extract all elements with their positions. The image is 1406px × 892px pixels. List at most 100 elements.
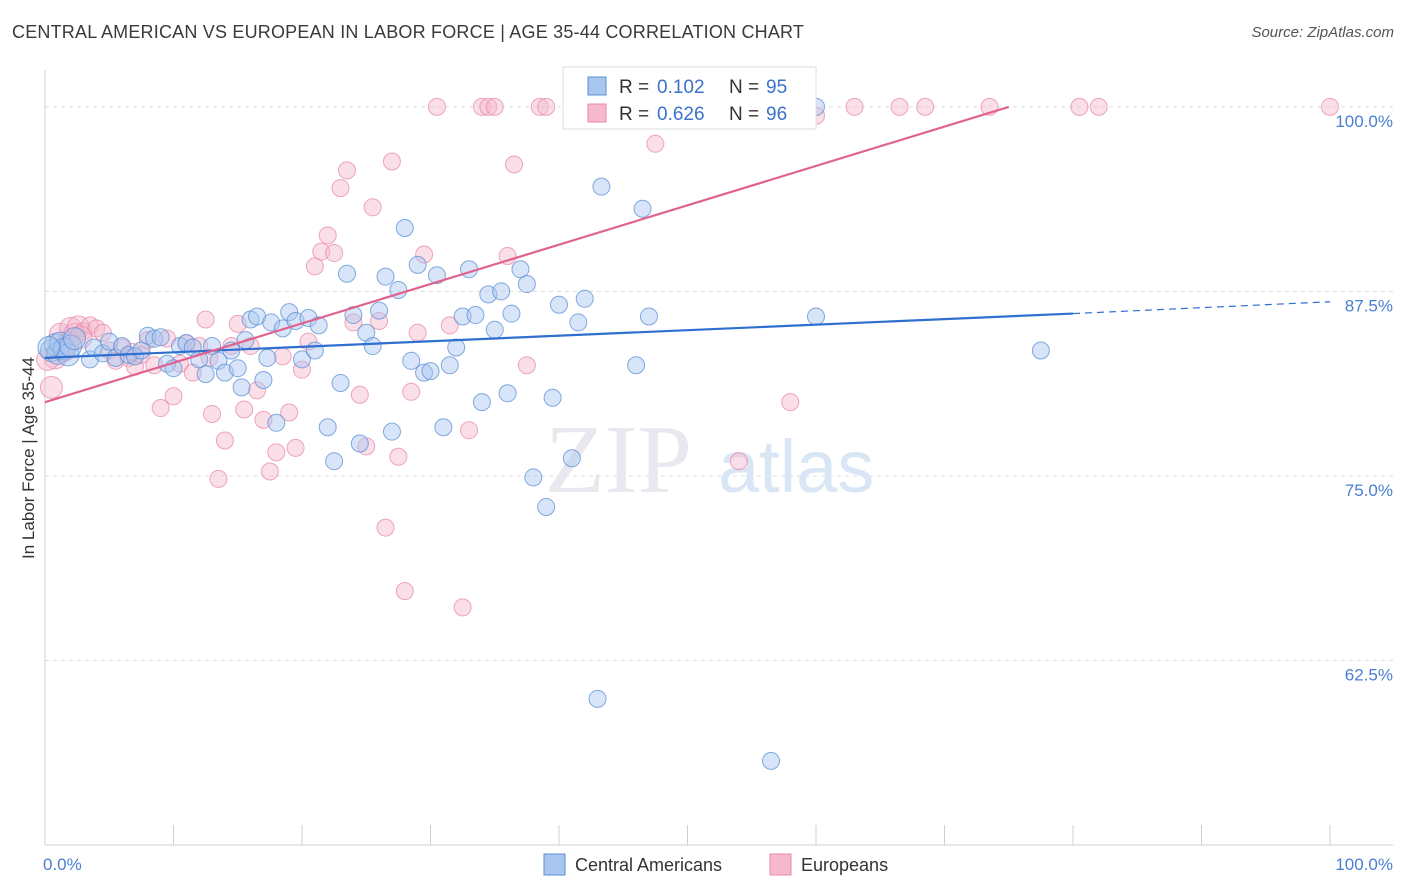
point-europeans-35 [248, 381, 267, 400]
point-europeans-30 [215, 431, 234, 450]
point-europeans-64 [453, 598, 472, 617]
point-europeans-29 [209, 469, 228, 488]
point-europeans-59 [402, 382, 421, 401]
point-central-americans-38 [262, 313, 281, 332]
point-europeans-86 [890, 97, 909, 116]
point-central-americans-73 [485, 320, 504, 339]
point-europeans-89 [1070, 97, 1089, 116]
point-europeans-50 [344, 313, 363, 332]
stats-legend: R = 0.102 N = 95 R = 0.626 N = 96 [562, 66, 817, 130]
bottom-legend-central-americans: Central Americans [575, 855, 722, 875]
point-central-americans-67 [447, 338, 466, 357]
point-central-americans-59 [395, 218, 414, 237]
point-europeans-71 [517, 356, 536, 375]
point-europeans-55 [376, 518, 395, 537]
point-central-americans-83 [562, 449, 581, 468]
point-central-americans-56 [376, 267, 395, 286]
point-central-americans-46 [309, 316, 328, 335]
trend-lines [44, 105, 1331, 404]
point-central-americans-55 [370, 301, 389, 320]
point-central-americans-93 [807, 307, 825, 326]
point-europeans-47 [325, 244, 344, 263]
y-tick-label-1: 75.0% [1345, 481, 1393, 500]
point-europeans-22 [164, 387, 183, 406]
point-europeans-72 [530, 97, 549, 116]
trend-line-europeans [44, 105, 1010, 404]
point-europeans-37 [260, 462, 279, 481]
bottom-legend-swatch-europeans [769, 853, 792, 876]
point-central-americans-80 [537, 497, 556, 516]
legend-swatch-central-americans [587, 76, 607, 96]
point-central-americans-78 [517, 275, 536, 294]
legend-n-value-europeans: 96 [766, 104, 787, 125]
point-central-americans-81 [543, 388, 562, 407]
watermark-zip: ZIP [545, 406, 692, 514]
point-central-americans-49 [331, 373, 350, 392]
point-europeans-56 [382, 152, 401, 171]
point-europeans-39 [273, 347, 292, 366]
point-europeans-34 [241, 337, 260, 356]
point-central-americans-62 [415, 363, 434, 382]
point-central-americans-31 [228, 359, 247, 378]
point-central-americans-75 [498, 384, 517, 403]
point-central-americans-52 [350, 434, 369, 453]
point-central-americans-88 [627, 356, 646, 375]
legend-n-value-central-americans: 95 [766, 77, 787, 98]
point-europeans-83 [781, 393, 800, 412]
point-europeans-66 [472, 97, 491, 116]
point-europeans-78 [646, 134, 665, 153]
point-europeans-33 [235, 400, 254, 419]
point-europeans-60 [408, 323, 427, 342]
point-europeans-81 [729, 452, 748, 471]
point-europeans-62 [427, 97, 446, 116]
point-europeans-70 [505, 155, 524, 174]
point-central-americans-65 [434, 418, 453, 437]
point-europeans-91 [1321, 97, 1339, 116]
point-europeans-48 [331, 179, 350, 198]
point-europeans-0 [39, 375, 63, 399]
point-central-americans-61 [408, 255, 427, 274]
point-central-americans-87 [592, 177, 611, 196]
y-tick-label-0: 62.5% [1345, 665, 1393, 684]
point-central-americans-39 [267, 413, 286, 432]
point-europeans-87 [916, 97, 935, 116]
x-tick-label-0: 0.0% [43, 855, 82, 874]
point-europeans-41 [286, 438, 305, 457]
point-europeans-63 [440, 316, 459, 335]
source-label: Source: ZipAtlas.com [1251, 24, 1394, 41]
point-europeans-11 [93, 323, 112, 342]
point-europeans-57 [389, 447, 408, 466]
point-europeans-54 [370, 311, 389, 330]
point-central-americans-60 [402, 351, 421, 370]
point-central-americans-95 [1031, 341, 1050, 360]
x-tick-label-1: 100.0% [1335, 855, 1393, 874]
point-central-americans-50 [337, 264, 356, 283]
point-europeans-73 [537, 97, 556, 116]
y-tick-labels: 62.5% 75.0% 87.5% 100.0% [1335, 112, 1393, 685]
series-legend: Central Americans Europeans [543, 853, 888, 876]
point-europeans-67 [479, 97, 498, 116]
point-europeans-40 [280, 403, 299, 422]
point-europeans-38 [267, 443, 286, 462]
axes [44, 70, 1393, 846]
point-central-americans-18 [145, 329, 164, 348]
point-central-americans-68 [453, 307, 472, 326]
point-central-americans-84 [569, 313, 588, 332]
point-central-americans-89 [633, 199, 652, 218]
point-europeans-27 [196, 310, 215, 329]
point-central-americans-90 [639, 307, 658, 326]
y-tick-label-3: 100.0% [1335, 112, 1393, 131]
trend-line-central-americans-extension [1072, 301, 1331, 315]
legend-swatch-europeans [587, 103, 607, 123]
point-europeans-20 [151, 399, 170, 418]
point-central-americans-41 [280, 303, 299, 322]
point-europeans-42 [293, 360, 311, 379]
y-axis-label: In Labor Force | Age 35-44 [19, 357, 38, 559]
point-central-americans-74 [492, 282, 511, 301]
point-europeans-68 [485, 97, 504, 116]
point-central-americans-66 [440, 356, 459, 375]
point-central-americans-47 [318, 418, 337, 437]
point-europeans-90 [1089, 97, 1108, 116]
point-central-americans-85 [575, 289, 594, 308]
